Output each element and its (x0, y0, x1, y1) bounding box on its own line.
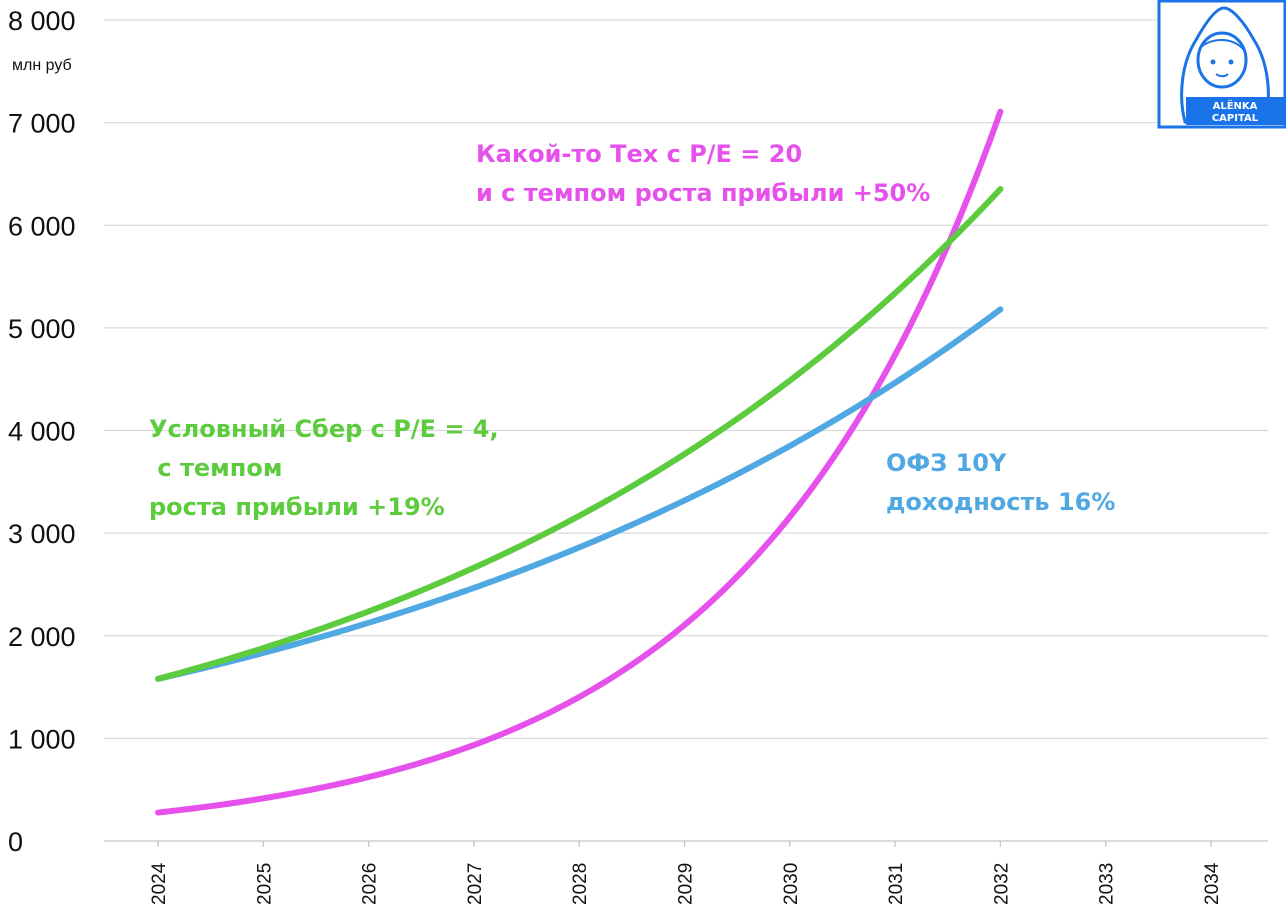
annotation-ofz-line-1: ОФЗ 10Y (886, 449, 1007, 477)
alenka-capital-logo: ALЁNKA CAPITAL (1157, 0, 1286, 129)
annotation-sber-line-2: с темпом (149, 454, 282, 482)
x-tick-label: 2033 (1097, 863, 1118, 905)
x-tick-label: 2032 (991, 863, 1012, 905)
y-tick-label: 2 000 (8, 622, 76, 652)
x-tick-label: 2030 (781, 863, 802, 905)
y-tick-label: 5 000 (8, 314, 76, 344)
y-axis-unit-label: млн руб (12, 57, 72, 74)
y-axis-ticks: 0 1 000 2 000 3 000 4 000 5 000 6 000 7 000 8 00… (8, 6, 76, 857)
y-tick-label: 6 000 (8, 211, 76, 241)
annotation-sber: Условный Сбер с P/E = 4, с темпом роста … (149, 415, 507, 521)
y-tick-label: 3 000 (8, 519, 76, 549)
series-line-2 (155, 108, 1004, 816)
series-line-1 (155, 306, 1004, 682)
logo-text-line-1: ALЁNKA (1213, 98, 1258, 112)
series-lines (155, 108, 1004, 816)
y-tick-label: 4 000 (8, 417, 76, 447)
annotation-ofz-line-2: доходность 16% (886, 488, 1115, 516)
x-tick-label: 2034 (1202, 862, 1223, 905)
x-tick-label: 2024 (149, 862, 170, 905)
y-tick-label: 1 000 (8, 724, 76, 754)
x-tick-label: 2028 (570, 863, 591, 905)
annotation-tech: Какой-то Тех с P/E = 20 и с темпом роста… (476, 140, 930, 207)
annotation-tech-line-2: и с темпом роста прибыли +50% (476, 179, 930, 207)
x-tick-label: 2029 (676, 863, 697, 905)
annotation-sber-line-1: Условный Сбер с P/E = 4, (149, 415, 499, 443)
x-tick-label: 2031 (886, 863, 907, 905)
x-tick-label: 2027 (465, 863, 486, 905)
logo-text-line-2: CAPITAL (1212, 113, 1259, 124)
annotation-ofz: ОФЗ 10Y доходность 16% (886, 449, 1115, 516)
annotation-tech-line-1: Какой-то Тех с P/E = 20 (476, 140, 802, 168)
y-tick-label: 7 000 (8, 109, 76, 139)
y-tick-label: 8 000 (8, 6, 76, 36)
series-line-0 (155, 186, 1004, 682)
x-tick-label: 2026 (360, 863, 381, 905)
annotation-sber-line-3: роста прибыли +19% (149, 493, 445, 521)
x-axis-ticks: 2024 2025 2026 2027 2028 2029 2030 2031 2032 2033… (149, 841, 1223, 905)
y-tick-label: 0 (8, 827, 23, 857)
x-tick-label: 2025 (254, 863, 275, 905)
